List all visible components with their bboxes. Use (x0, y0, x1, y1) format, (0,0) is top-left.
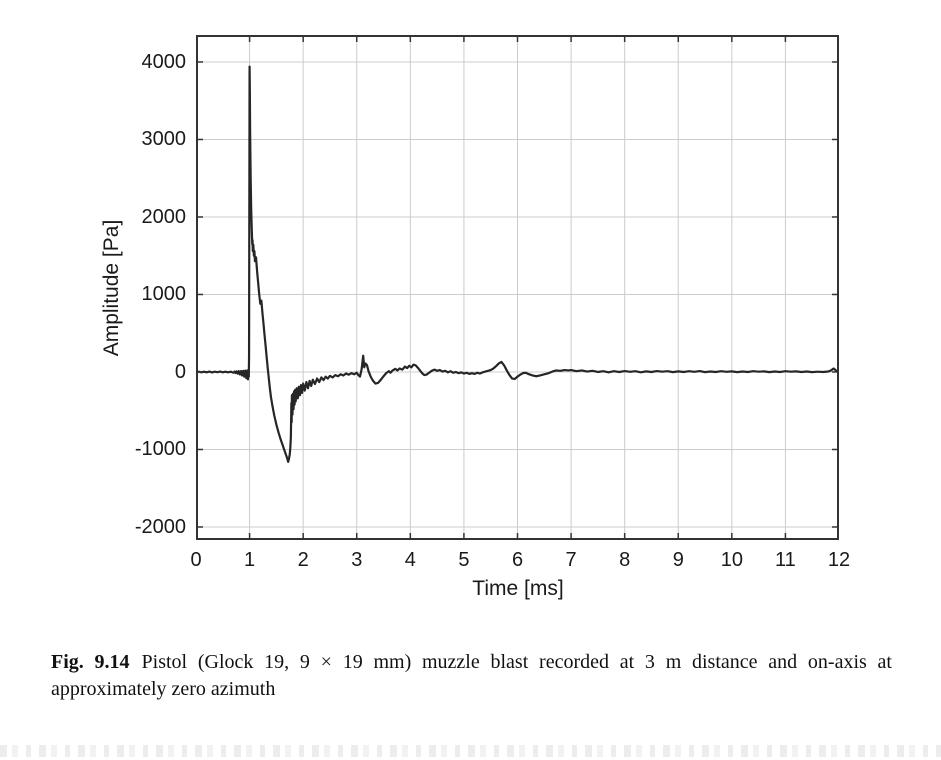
figure-caption: Fig. 9.14 Pistol (Glock 19, 9 × 19 mm) mu… (51, 649, 892, 703)
x-tick-label: 10 (720, 549, 743, 571)
x-axis-label: Time [ms] (472, 577, 564, 600)
pressure-trace (196, 65, 839, 463)
y-tick-label: -1000 (134, 438, 186, 461)
y-tick-label: 0 (174, 360, 186, 383)
y-tick-label: 3000 (141, 128, 187, 151)
cropped-next-line-text-fragment (0, 745, 941, 757)
x-tick-label: 3 (351, 549, 363, 571)
x-tick-label: 1 (244, 549, 256, 571)
figure-caption-label: Fig. 9.14 (51, 651, 130, 673)
muzzle-blast-chart (196, 35, 839, 540)
x-tick-label: 4 (404, 549, 416, 571)
figure-caption-text: Pistol (Glock 19, 9 × 19 mm) muzzle blas… (51, 651, 892, 700)
y-tick-label: 1000 (141, 283, 187, 306)
x-tick-label: 5 (458, 549, 470, 571)
x-tick-label: 7 (565, 549, 577, 571)
x-tick-label: 12 (827, 549, 851, 571)
y-tick-label: 2000 (141, 205, 187, 228)
x-tick-label: 6 (511, 549, 524, 571)
x-tick-label: 0 (190, 549, 202, 571)
x-tick-label: 8 (619, 549, 631, 571)
y-tick-label: -2000 (134, 515, 186, 538)
y-tick-label: 4000 (141, 50, 187, 73)
plot-area (196, 35, 839, 540)
x-tick-label: 9 (672, 549, 684, 571)
x-tick-label: 11 (775, 549, 796, 571)
plot-frame-border (196, 35, 839, 540)
x-tick-label: 2 (297, 549, 309, 571)
